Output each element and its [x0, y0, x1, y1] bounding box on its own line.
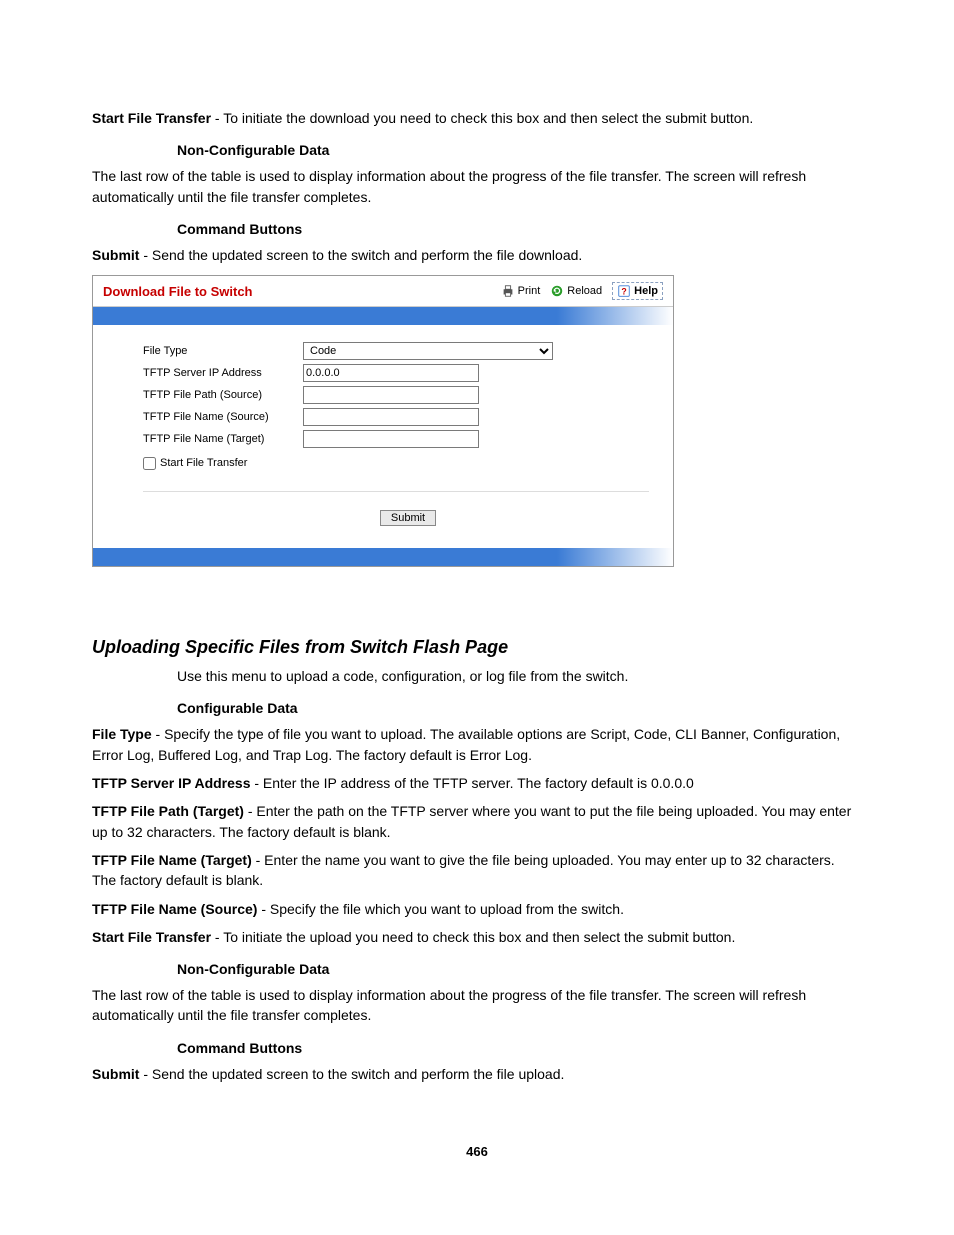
desc-tftp-ip2: - Enter the IP address of the TFTP serve…: [250, 775, 693, 791]
label-tftp-name-src2: TFTP File Name (Source): [92, 901, 257, 917]
subhead-cmd2: Command Buttons: [177, 1040, 862, 1056]
input-tftp-ip[interactable]: [303, 364, 479, 382]
label-tftp-name-tgt2: TFTP File Name (Target): [92, 852, 252, 868]
label-start-file-transfer: Start File Transfer: [92, 110, 211, 126]
label-tftp-name-tgt: TFTP File Name (Target): [143, 433, 303, 445]
desc-start-file-transfer: - To initiate the download you need to c…: [211, 110, 753, 126]
label-submit: Submit: [92, 247, 139, 263]
print-label: Print: [518, 285, 541, 297]
help-icon: ?: [617, 284, 631, 298]
label-tftp-ip: TFTP Server IP Address: [143, 367, 303, 379]
desc-file-type2: - Specify the type of file you want to u…: [92, 726, 840, 762]
label-file-type2: File Type: [92, 726, 152, 742]
para-tftp-name-src: TFTP File Name (Source) - Specify the fi…: [92, 899, 862, 919]
subhead-command-buttons: Command Buttons: [177, 221, 862, 237]
input-tftp-name-src[interactable]: [303, 408, 479, 426]
print-icon: [501, 284, 515, 298]
screenshot-download-file: Download File to Switch Print Reload ? H…: [92, 275, 674, 567]
panel-title: Download File to Switch: [103, 284, 491, 299]
row-tftp-path-src: TFTP File Path (Source): [143, 385, 673, 405]
para-tftp-ip: TFTP Server IP Address - Enter the IP ad…: [92, 773, 862, 793]
para-start-xfer: Start File Transfer - To initiate the up…: [92, 927, 862, 947]
subhead-non-config2: Non-Configurable Data: [177, 961, 862, 977]
page-number: 466: [92, 1144, 862, 1159]
label-tftp-ip2: TFTP Server IP Address: [92, 775, 250, 791]
row-tftp-name-src: TFTP File Name (Source): [143, 407, 673, 427]
blue-bar-bottom: [93, 548, 673, 566]
label-tftp-path-tgt: TFTP File Path (Target): [92, 803, 244, 819]
input-tftp-name-tgt[interactable]: [303, 430, 479, 448]
divider-line: [143, 491, 649, 492]
input-tftp-path-src[interactable]: [303, 386, 479, 404]
reload-button[interactable]: Reload: [550, 284, 602, 298]
select-file-type[interactable]: Code: [303, 342, 553, 360]
desc-submit: - Send the updated screen to the switch …: [139, 247, 582, 263]
subhead-non-config: Non-Configurable Data: [177, 142, 862, 158]
para-non-config: The last row of the table is used to dis…: [92, 166, 862, 207]
blue-bar-top: [93, 307, 673, 325]
section-title-upload: Uploading Specific Files from Switch Fla…: [92, 637, 862, 658]
desc-tftp-name-src2: - Specify the file which you want to upl…: [257, 901, 624, 917]
desc-start-xfer2: - To initiate the upload you need to che…: [211, 929, 735, 945]
label-submit2: Submit: [92, 1066, 139, 1082]
row-file-type: File Type Code: [143, 341, 673, 361]
label-tftp-name-src: TFTP File Name (Source): [143, 411, 303, 423]
section-desc-upload: Use this menu to upload a code, configur…: [177, 666, 862, 686]
screenshot-body: File Type Code TFTP Server IP Address TF…: [93, 325, 673, 548]
label-tftp-path-src: TFTP File Path (Source): [143, 389, 303, 401]
reload-label: Reload: [567, 285, 602, 297]
para-submit-download: Submit - Send the updated screen to the …: [92, 245, 862, 265]
label-file-type: File Type: [143, 345, 303, 357]
desc-submit2: - Send the updated screen to the switch …: [139, 1066, 564, 1082]
row-tftp-ip: TFTP Server IP Address: [143, 363, 673, 383]
svg-text:?: ?: [621, 287, 626, 297]
submit-button[interactable]: Submit: [380, 510, 436, 526]
row-tftp-name-tgt: TFTP File Name (Target): [143, 429, 673, 449]
para-tftp-name-tgt: TFTP File Name (Target) - Enter the name…: [92, 850, 862, 891]
page-container: Start File Transfer - To initiate the do…: [92, 0, 862, 1219]
para-submit-upload: Submit - Send the updated screen to the …: [92, 1064, 862, 1084]
para-start-file-transfer: Start File Transfer - To initiate the do…: [92, 108, 862, 128]
print-button[interactable]: Print: [501, 284, 541, 298]
help-button[interactable]: ? Help: [612, 282, 663, 300]
checkbox-start-transfer[interactable]: [143, 457, 156, 470]
row-start-transfer: Start File Transfer: [143, 453, 673, 473]
label-start-transfer: Start File Transfer: [160, 457, 247, 469]
reload-icon: [550, 284, 564, 298]
subhead-config-data: Configurable Data: [177, 700, 862, 716]
para-file-type: File Type - Specify the type of file you…: [92, 724, 862, 765]
para-tftp-path-tgt: TFTP File Path (Target) - Enter the path…: [92, 801, 862, 842]
screenshot-header: Download File to Switch Print Reload ? H…: [93, 276, 673, 307]
submit-row: Submit: [143, 506, 673, 538]
label-start-xfer2: Start File Transfer: [92, 929, 211, 945]
para-non-config2: The last row of the table is used to dis…: [92, 985, 862, 1026]
help-label: Help: [634, 285, 658, 297]
